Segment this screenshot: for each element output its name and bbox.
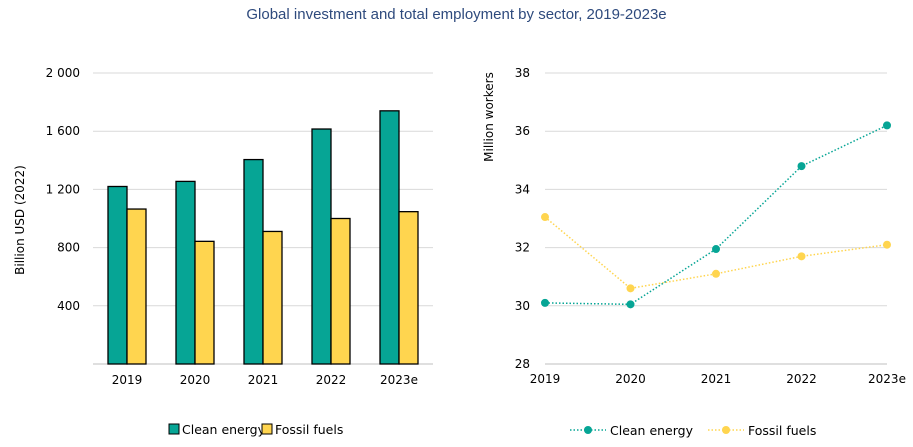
bar-fossil-fuels [194,240,215,365]
bar-chart-legend: Clean energy Fossil fuels [168,422,343,437]
line-chart-series [541,121,891,309]
x-tick-label: 2020 [180,373,211,387]
line-clean-energy [544,124,888,306]
legend-label-clean-energy: Clean energy [182,422,266,437]
legend-marker-clean-energy [584,426,592,434]
point-fossil-fuels [626,284,635,293]
legend-label-clean-energy: Clean energy [610,423,694,438]
y-tick-label: 34 [515,182,530,196]
bar-fossil-fuels [126,208,147,365]
y-tick-label: 30 [515,299,530,313]
bar-chart-y-axis-label: Billion USD (2022) [13,165,27,275]
legend-swatch-clean-energy [168,423,180,435]
line-chart-y-axis-label: Million workers [482,72,496,162]
bar-clean-energy [379,110,400,365]
legend-label-fossil-fuels: Fossil fuels [275,422,343,437]
line-fossil-fuels [544,216,888,290]
bar-clean-energy [107,185,128,365]
chart-title: Global investment and total employment b… [246,6,667,23]
legend-marker-fossil-fuels [722,426,730,434]
x-tick-label: 2023e [380,373,418,387]
bar-clean-energy [311,128,332,365]
point-clean-energy [883,121,891,130]
employment-line-chart: 28 30 32 34 36 38 2019 2020 2021 2022 2023e Milli… [482,66,906,438]
y-tick-label: 36 [515,124,530,138]
y-tick-label: 32 [515,241,530,255]
x-tick-label: 2022 [316,373,347,387]
y-tick-label: 800 [57,241,80,255]
bar-fossil-fuels [330,217,351,365]
x-tick-label: 2023e [868,372,906,386]
bar-clean-energy [175,180,196,365]
bar-chart-bars [107,110,419,365]
line-chart-y-ticks: 28 30 32 34 36 38 [515,66,530,371]
y-tick-label: 28 [515,357,530,371]
x-tick-label: 2021 [701,372,732,386]
point-fossil-fuels [712,269,720,278]
point-fossil-fuels [541,213,549,222]
y-tick-label: 2 000 [46,66,80,80]
legend-label-fossil-fuels: Fossil fuels [748,423,816,438]
point-clean-energy [797,162,806,171]
x-tick-label: 2022 [786,372,817,386]
x-tick-label: 2019 [112,373,143,387]
y-tick-label: 1 200 [46,182,80,196]
point-fossil-fuels [797,252,806,261]
y-tick-label: 400 [57,299,80,313]
x-tick-label: 2021 [248,373,279,387]
line-chart-gridlines [545,72,887,365]
bar-fossil-fuels [262,230,283,365]
legend-swatch-fossil-fuels [261,423,273,435]
x-tick-label: 2020 [615,372,646,386]
line-chart-x-ticks: 2019 2020 2021 2022 2023e [530,372,906,386]
line-chart-legend: Clean energy Fossil fuels [570,423,816,438]
point-fossil-fuels [883,240,891,249]
bar-clean-energy [243,158,264,365]
x-tick-label: 2019 [530,372,561,386]
y-tick-label: 38 [515,66,530,80]
point-clean-energy [541,298,549,307]
point-clean-energy [712,245,720,254]
point-clean-energy [626,300,635,309]
bar-chart-x-ticks: 2019 2020 2021 2022 2023e [112,373,418,387]
bar-fossil-fuels [398,211,419,365]
y-tick-label: 1 600 [46,124,80,138]
bar-chart-y-ticks: 400 800 1 200 1 600 2 000 [46,66,80,313]
